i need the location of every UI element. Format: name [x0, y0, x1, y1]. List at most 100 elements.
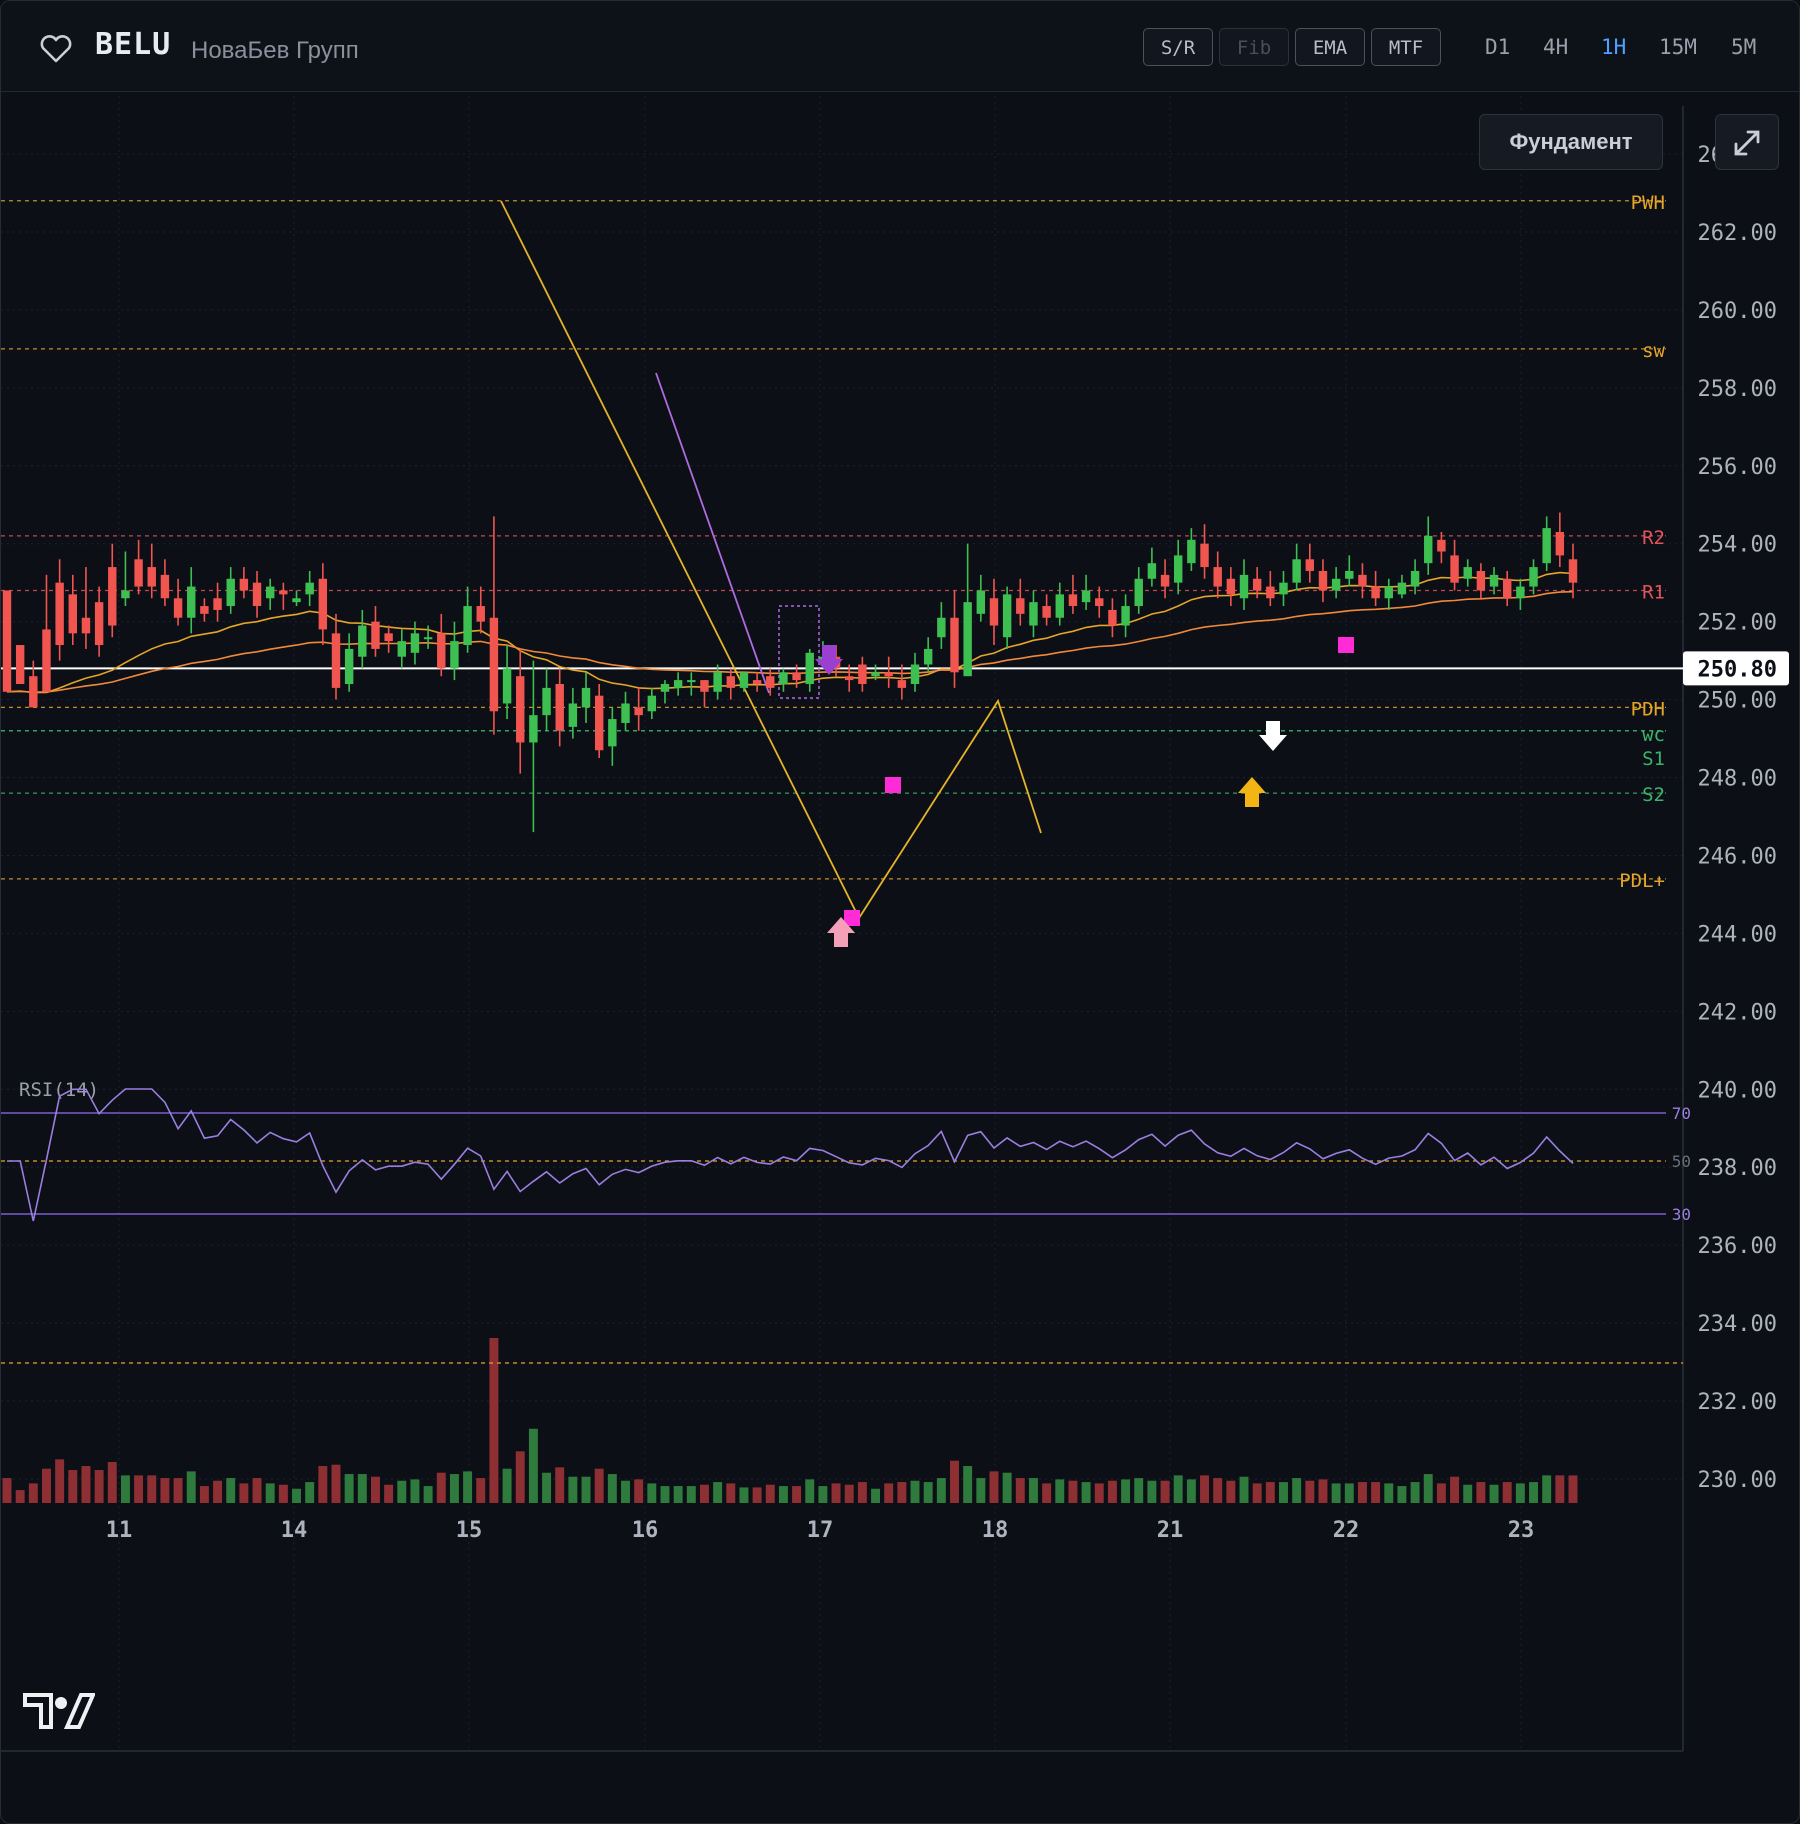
volume-bar: [173, 1478, 183, 1503]
candle-body: [318, 578, 328, 630]
down-arrow-marker: [1259, 721, 1287, 751]
heart-icon[interactable]: [39, 34, 73, 64]
volume-bar: [370, 1476, 380, 1503]
volume-bar: [68, 1470, 78, 1503]
candle-body: [647, 695, 657, 712]
volume-bar: [265, 1483, 275, 1503]
volume-bar: [1502, 1482, 1512, 1503]
volume-bar: [1107, 1480, 1117, 1503]
candle-body: [1002, 594, 1012, 638]
time-tick-label: 11: [106, 1518, 133, 1543]
candle-body: [463, 606, 472, 646]
price-tick-label: 250.00: [1698, 689, 1777, 714]
candle-body: [502, 668, 512, 704]
volume-bar: [528, 1428, 538, 1503]
volume-bar: [120, 1475, 130, 1503]
volume-bar: [607, 1474, 617, 1503]
rsi-level-label: 30: [1672, 1205, 1691, 1224]
volume-bar: [950, 1460, 959, 1503]
expand-button[interactable]: [1715, 114, 1779, 170]
candle-body: [779, 672, 788, 684]
candle-body: [555, 683, 564, 731]
volume-bar: [857, 1482, 867, 1503]
volume-bar: [81, 1466, 91, 1503]
candle-body: [1502, 578, 1512, 599]
candle-body: [1055, 594, 1064, 618]
volume-bar: [397, 1480, 407, 1503]
toggle-ema[interactable]: EMA: [1295, 28, 1365, 66]
price-tick-label: 240.00: [1698, 1078, 1777, 1103]
candle-body: [1108, 609, 1117, 626]
volume-bar: [765, 1484, 775, 1503]
candle-body: [963, 602, 972, 677]
price-tick-label: 254.00: [1698, 533, 1777, 558]
candle-body: [187, 586, 196, 618]
volume-bar: [660, 1486, 670, 1503]
time-tick-label: 17: [807, 1518, 834, 1543]
candle-body: [160, 574, 170, 599]
candle-body: [1371, 586, 1380, 599]
volume-bar: [410, 1479, 420, 1503]
volume-bar: [42, 1468, 51, 1503]
volume-bar: [1002, 1472, 1012, 1503]
volume-bar: [1463, 1484, 1473, 1503]
volume-bar: [515, 1451, 525, 1503]
volume-bar: [476, 1478, 486, 1503]
timeframe-15m[interactable]: 15M: [1659, 35, 1697, 59]
volume-bar: [292, 1488, 301, 1503]
timeframe-5m[interactable]: 5M: [1731, 35, 1757, 59]
volume-bar: [1555, 1475, 1565, 1503]
volume-bar: [963, 1466, 973, 1503]
volume-bar: [107, 1462, 117, 1503]
candle-body: [568, 703, 578, 727]
candle-body: [1252, 578, 1262, 591]
price-axis: 264.00262.00260.00258.00256.00254.00252.…: [1698, 143, 1777, 1493]
volume-bar: [489, 1338, 499, 1503]
timeframe-d1[interactable]: D1: [1485, 35, 1511, 59]
candle-body: [937, 617, 946, 638]
volume-bar: [844, 1484, 854, 1503]
level-label: S1: [1642, 748, 1665, 770]
candle-body: [687, 680, 696, 683]
candle-body: [845, 676, 854, 681]
volume-bar: [897, 1482, 907, 1503]
toggle-mtf[interactable]: MTF: [1371, 28, 1441, 66]
volume-bar: [1015, 1478, 1025, 1503]
candle-body: [121, 590, 130, 599]
candle-body: [897, 680, 907, 688]
volume-bar: [147, 1475, 157, 1503]
volume-bar: [1542, 1475, 1552, 1503]
candle-body: [1160, 574, 1170, 587]
timeframe-4h[interactable]: 4H: [1543, 35, 1569, 59]
volume-bar: [1476, 1482, 1486, 1503]
volume-bar: [831, 1483, 841, 1503]
candle-body: [1397, 582, 1407, 595]
volume-bar: [686, 1486, 696, 1503]
candle-body: [1187, 539, 1196, 564]
volume-bar: [252, 1478, 262, 1503]
candle-body: [621, 703, 630, 723]
toggle-sr[interactable]: S/R: [1143, 28, 1213, 66]
volume-bar: [1318, 1479, 1328, 1503]
toggle-fib[interactable]: Fib: [1219, 28, 1289, 66]
volume-bar: [910, 1480, 920, 1503]
volume-bar: [1081, 1482, 1091, 1503]
fundamentals-button[interactable]: Фундамент: [1479, 114, 1663, 170]
volume-bar: [976, 1478, 986, 1503]
volume-bar: [1213, 1478, 1223, 1503]
candle-body: [1173, 555, 1183, 583]
volume-bar: [647, 1483, 657, 1503]
price-tick-label: 262.00: [1698, 221, 1777, 246]
volume-bar: [1173, 1475, 1183, 1503]
volume-bar: [384, 1484, 394, 1503]
timeframe-1h[interactable]: 1H: [1601, 35, 1627, 59]
price-tick-label: 234.00: [1698, 1312, 1777, 1337]
candle-body: [950, 617, 959, 673]
price-tick-label: 246.00: [1698, 844, 1777, 869]
candle-body: [134, 559, 143, 587]
candle-body: [1292, 559, 1301, 583]
candle-body: [81, 617, 91, 634]
volume-bar: [713, 1482, 723, 1503]
ema-fast-line: [6, 571, 1574, 694]
